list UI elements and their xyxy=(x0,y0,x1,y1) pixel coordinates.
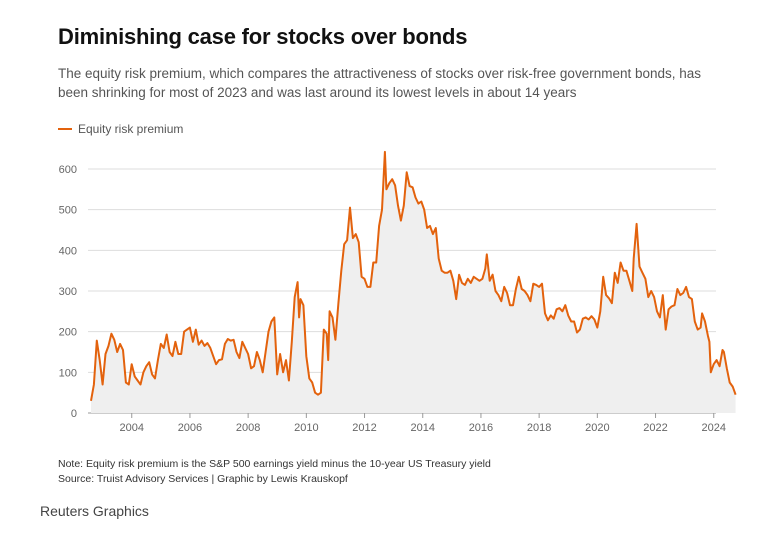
note-text: Note: Equity risk premium is the S&P 500… xyxy=(58,458,491,470)
x-tick-label: 2012 xyxy=(352,422,376,434)
y-tick-label: 100 xyxy=(59,367,77,379)
source-text: Source: Truist Advisory Services | Graph… xyxy=(58,473,348,485)
chart-subtitle: The equity risk premium, which compares … xyxy=(58,66,702,100)
y-axis-labels: 0 100 200 300 400 500 600 xyxy=(59,164,77,420)
x-tick-label: 2016 xyxy=(469,422,493,434)
y-tick-label: 200 xyxy=(59,327,77,339)
y-tick-label: 600 xyxy=(59,164,77,176)
legend: Equity risk premium xyxy=(58,122,183,136)
chart-title: Diminishing case for stocks over bonds xyxy=(58,24,468,49)
y-tick-label: 500 xyxy=(59,205,77,217)
x-tick-label: 2010 xyxy=(294,422,318,434)
x-tick-label: 2022 xyxy=(643,422,667,434)
series-line xyxy=(90,150,737,401)
brand-label: Reuters Graphics xyxy=(40,503,149,519)
x-tick-label: 2008 xyxy=(236,422,260,434)
y-tick-label: 400 xyxy=(59,245,77,257)
x-tick-label: 2004 xyxy=(119,422,143,434)
y-tick-label: 300 xyxy=(59,286,77,298)
x-tick-label: 2014 xyxy=(410,422,434,434)
x-axis-labels: 2004 2006 2008 2010 2012 2014 2016 2018 2020 2022… xyxy=(119,413,726,434)
x-tick-label: 2020 xyxy=(585,422,609,434)
chart-note: Note: Equity risk premium is the S&P 500… xyxy=(58,457,491,487)
legend-swatch xyxy=(58,128,72,130)
x-tick-label: 2018 xyxy=(527,422,551,434)
series-area xyxy=(91,151,736,413)
x-tick-label: 2006 xyxy=(178,422,202,434)
x-tick-label: 2024 xyxy=(701,422,725,434)
y-tick-label: 0 xyxy=(71,408,77,420)
legend-label: Equity risk premium xyxy=(78,122,184,136)
